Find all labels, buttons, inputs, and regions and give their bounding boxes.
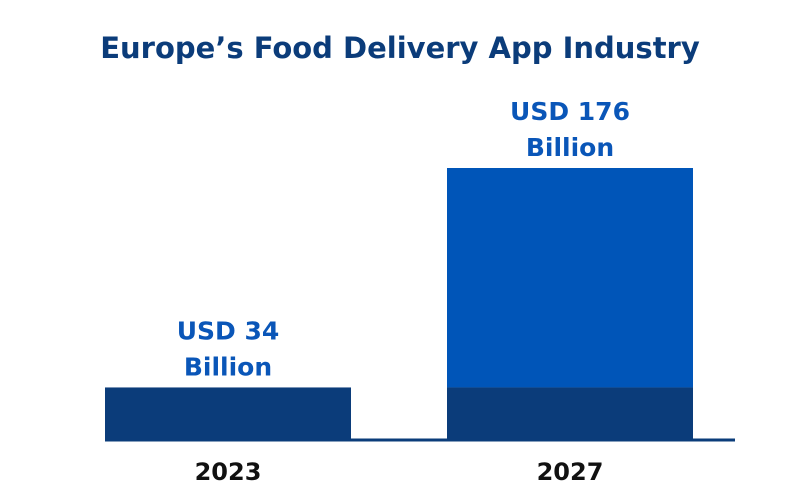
value-label-2023-line-1: USD 34	[177, 316, 280, 345]
value-label-2027-line-2: Billion	[526, 133, 614, 162]
category-label-2023: 2023	[195, 458, 262, 486]
value-label-2023-line-2: Billion	[184, 352, 272, 381]
bar-2023	[105, 387, 351, 440]
bar-growth-segment-2027	[447, 168, 693, 388]
labels-group: USD 34 Billion 2023 USD 176 Billion 2027	[177, 97, 630, 486]
bars-group	[105, 168, 693, 440]
category-label-2027: 2027	[537, 458, 604, 486]
bar-2027	[447, 387, 693, 440]
value-label-2027-line-1: USD 176	[510, 97, 630, 126]
chart-title: Europe’s Food Delivery App Industry	[100, 31, 700, 65]
